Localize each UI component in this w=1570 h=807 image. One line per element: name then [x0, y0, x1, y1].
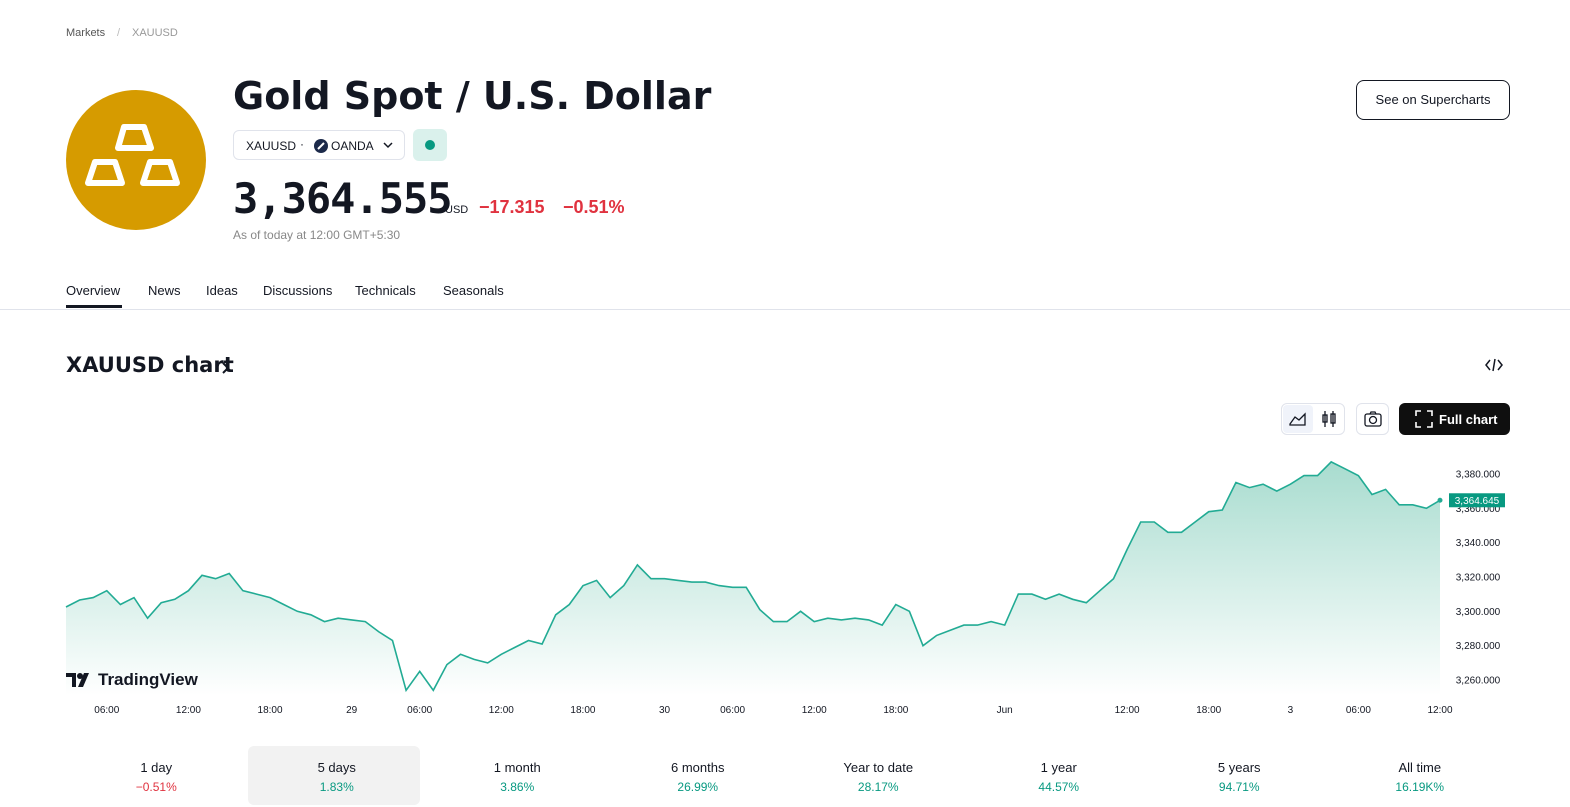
period-change: 94.71%: [1218, 780, 1260, 794]
tab[interactable]: Overview: [66, 283, 121, 298]
fullscreen-icon: [1415, 410, 1433, 428]
x-tick-label: 18:00: [883, 705, 908, 716]
currency: USD: [445, 204, 469, 216]
period-label: Year to date: [843, 760, 914, 775]
snapshot-button[interactable]: [1356, 403, 1389, 435]
symbol-pill[interactable]: [233, 130, 405, 160]
breadcrumb-markets[interactable]: Markets: [66, 27, 106, 39]
chart: 3,260.000 3,280.000 3,300.000 3,320.000 3,34…: [65, 460, 1505, 716]
period-change: 3.86%: [500, 780, 535, 794]
tv-logo: [66, 673, 89, 687]
chart-type-toggle[interactable]: [1281, 403, 1345, 435]
status-dot: [425, 140, 435, 150]
tab[interactable]: Ideas: [206, 283, 238, 298]
x-tick-label: 06:00: [720, 705, 745, 716]
camera-icon: [1364, 411, 1382, 427]
tab-underline: [66, 305, 122, 308]
exchange-icon: [314, 139, 328, 153]
x-tick-label: 12:00: [489, 705, 514, 716]
price-tag: [1449, 493, 1505, 508]
full-chart-label: Full chart: [1439, 412, 1498, 427]
candle-icon[interactable]: [1320, 409, 1338, 429]
period-label: 5 days: [317, 760, 356, 775]
chart-title[interactable]: XAUUSD chart: [66, 353, 234, 377]
watermark: TradingView: [98, 670, 198, 689]
chart-title-arrow: [222, 362, 230, 374]
period-button[interactable]: [67, 746, 240, 805]
period-label: All time: [1398, 760, 1442, 775]
x-tick-label: 06:00: [94, 705, 119, 716]
x-tick-label: 30: [659, 705, 671, 716]
period-label: 5 years: [1217, 760, 1261, 775]
period-change: 28.17%: [857, 780, 899, 794]
y-tick-label: 3,300.000: [1456, 607, 1501, 618]
embed-icon[interactable]: [1484, 357, 1504, 373]
x-tick-label: 29: [346, 705, 358, 716]
last-point: [1437, 497, 1443, 503]
x-tick-label: 12:00: [802, 705, 827, 716]
price-line: [65, 460, 1441, 693]
y-tick-label: 3,260.000: [1456, 676, 1501, 687]
x-tick-label: 18:00: [1196, 705, 1221, 716]
dot: ·: [300, 137, 304, 151]
tab[interactable]: Technicals: [355, 283, 416, 298]
period-change: 26.99%: [677, 780, 719, 794]
x-tick-label: 3: [1288, 705, 1294, 716]
area-icon: [1289, 412, 1306, 426]
area-fill: [66, 461, 1440, 696]
period-change: −0.51%: [135, 780, 177, 794]
price-tag-label: 3,364.645: [1455, 496, 1500, 507]
tab[interactable]: Discussions: [263, 283, 333, 298]
x-tick-label: 06:00: [1346, 705, 1371, 716]
period-change: 1.83%: [319, 780, 354, 794]
period-button[interactable]: [247, 746, 420, 805]
period-button[interactable]: [1150, 746, 1323, 805]
x-tick-label: 18:00: [258, 705, 283, 716]
x-tick-label: Jun: [997, 705, 1013, 716]
change-pct: −0.51%: [563, 197, 625, 217]
chevron: [383, 142, 393, 149]
period-change: 16.19K%: [1395, 780, 1445, 794]
change: −17.315: [479, 197, 545, 217]
period-change: 44.57%: [1038, 780, 1080, 794]
x-tick-label: 18:00: [570, 705, 595, 716]
full-chart-button[interactable]: [1399, 403, 1510, 435]
x-tick-label: 12:00: [1115, 705, 1140, 716]
y-tick-label: 3,380.000: [1456, 469, 1501, 480]
x-tick-label: 12:00: [176, 705, 201, 716]
period-label: 1 day: [140, 760, 173, 775]
period-label: 1 year: [1040, 760, 1077, 775]
y-tick-label: 3,360.000: [1456, 504, 1501, 515]
symbol: XAUUSD: [246, 139, 297, 153]
period-button[interactable]: [789, 746, 962, 805]
period-button[interactable]: [428, 746, 601, 805]
supercharts-button[interactable]: See on Supercharts: [1356, 80, 1510, 120]
gold-logo: [66, 90, 206, 230]
period-button[interactable]: [1331, 746, 1504, 805]
y-tick-label: 3,280.000: [1456, 641, 1501, 652]
price: 3,364.555: [233, 174, 453, 223]
y-tick-label: 3,320.000: [1456, 572, 1501, 583]
as-of: As of today at 12:00 GMT+5:30: [233, 228, 401, 242]
title: Gold Spot / U.S. Dollar: [233, 74, 712, 118]
period-label: 6 months: [671, 760, 725, 775]
x-tick-label: 06:00: [407, 705, 432, 716]
x-tick-label: 12:00: [1427, 705, 1452, 716]
breadcrumb-symbol: XAUUSD: [132, 27, 178, 39]
period-button[interactable]: [970, 746, 1143, 805]
period-label: 1 month: [493, 760, 541, 775]
y-tick-label: 3,340.000: [1456, 538, 1501, 549]
tab[interactable]: News: [148, 283, 181, 298]
exchange: OANDA: [331, 139, 374, 153]
divider: [0, 309, 1570, 310]
tab[interactable]: Seasonals: [443, 283, 504, 298]
period-button[interactable]: [609, 746, 782, 805]
breadcrumb-sep: /: [117, 27, 121, 39]
